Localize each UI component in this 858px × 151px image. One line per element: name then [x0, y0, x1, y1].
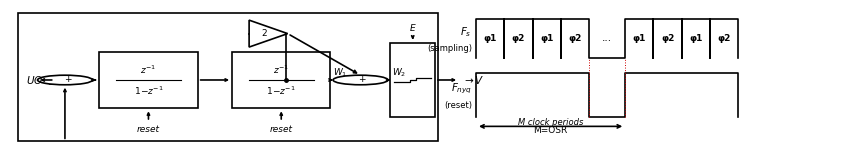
Text: $F_{nyq}$: $F_{nyq}$: [450, 82, 472, 96]
Text: $z^{-1}$: $z^{-1}$: [141, 64, 156, 76]
Text: +: +: [63, 75, 71, 84]
Circle shape: [38, 75, 93, 85]
Text: φ1: φ1: [632, 34, 646, 43]
Text: ...: ...: [602, 33, 613, 43]
Text: +: +: [359, 75, 366, 84]
Bar: [18, 13, 438, 141]
Text: reset: reset: [269, 125, 293, 134]
Text: φ1: φ1: [484, 34, 497, 43]
Text: $W_1$: $W_1$: [333, 66, 347, 79]
Polygon shape: [249, 20, 287, 47]
Text: $1\!-\!z^{-1}$: $1\!-\!z^{-1}$: [266, 84, 296, 97]
Text: 2: 2: [262, 29, 268, 38]
Text: M=OSR: M=OSR: [534, 126, 568, 135]
Text: (reset): (reset): [444, 101, 472, 110]
Text: φ2: φ2: [568, 34, 582, 43]
Bar: [100, 51, 197, 108]
Text: $\rightarrow V$: $\rightarrow V$: [462, 74, 484, 86]
Text: $W_2$: $W_2$: [392, 66, 407, 79]
Text: φ2: φ2: [512, 34, 525, 43]
Text: $U$O: $U$O: [27, 74, 44, 86]
Text: φ2: φ2: [717, 34, 731, 43]
Text: φ1: φ1: [689, 34, 703, 43]
Circle shape: [333, 75, 388, 85]
Bar: [232, 51, 330, 108]
Text: M clock periods: M clock periods: [518, 118, 583, 127]
Bar: [390, 43, 435, 117]
Text: $F_s$: $F_s$: [460, 25, 472, 39]
Text: $z^{-1}$: $z^{-1}$: [273, 64, 289, 76]
Text: reset: reset: [137, 125, 160, 134]
Text: (sampling): (sampling): [426, 44, 472, 53]
Text: $E$: $E$: [409, 22, 417, 33]
Text: $-$: $-$: [47, 78, 56, 87]
Text: φ2: φ2: [661, 34, 674, 43]
Text: φ1: φ1: [540, 34, 553, 43]
Text: $1\!-\!z^{-1}$: $1\!-\!z^{-1}$: [134, 84, 163, 97]
